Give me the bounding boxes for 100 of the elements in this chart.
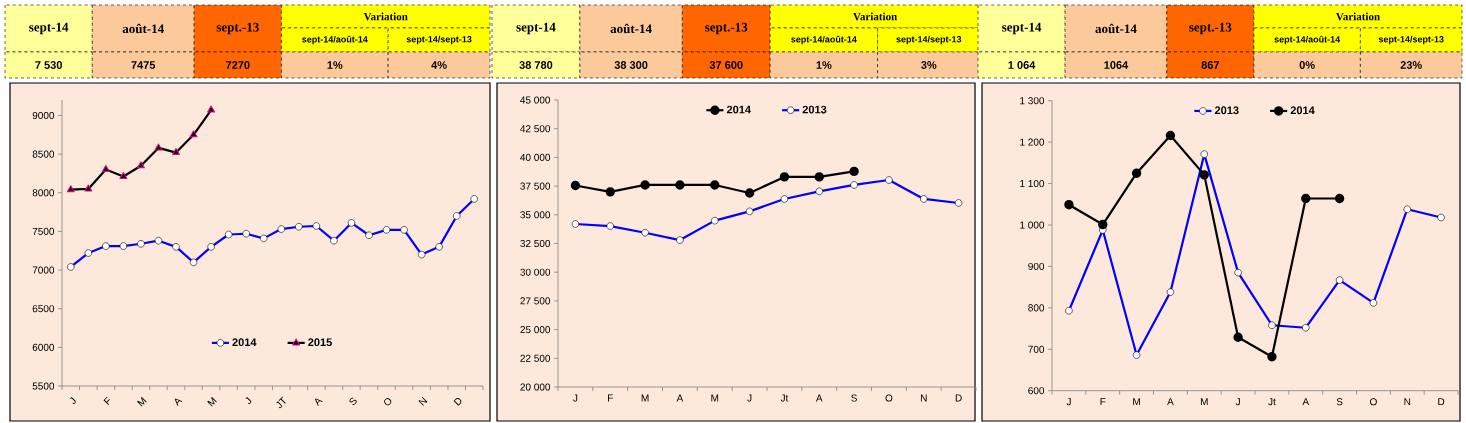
- text: 38 300: [614, 61, 648, 69]
- x-tick-label: Jt: [780, 394, 789, 402]
- point: [640, 180, 650, 190]
- text: août-14: [610, 23, 652, 34]
- text: sept.-13: [216, 22, 259, 35]
- y-tick-label: 45 000: [520, 96, 551, 104]
- text: 37 600: [709, 61, 743, 69]
- y-tick-label: 5500: [32, 382, 55, 390]
- text: sept-14/août-14: [1274, 35, 1341, 45]
- x-tick-label: A: [1302, 398, 1310, 406]
- text: 4%: [431, 61, 447, 69]
- y-tick-label: 7000: [32, 266, 55, 274]
- point: [207, 105, 216, 113]
- y-tick-label: 1 300: [1020, 97, 1045, 105]
- text: 867: [1201, 61, 1220, 69]
- legend-label: 2014: [1290, 106, 1315, 115]
- text: sept-14/août-14: [791, 35, 857, 45]
- y-tick-label: 35 000: [520, 211, 551, 219]
- x-tick-label: S: [1336, 398, 1343, 406]
- text: Variation: [853, 12, 898, 21]
- x-tick-label: S: [851, 394, 857, 402]
- y-tick-label: 800: [1028, 304, 1045, 312]
- point: [744, 188, 755, 198]
- point: [189, 130, 198, 138]
- text: 3%: [921, 61, 937, 69]
- point: [1165, 130, 1176, 141]
- y-tick-label: 37 500: [520, 182, 551, 190]
- text: août-14: [122, 23, 164, 34]
- point: [1199, 170, 1209, 180]
- x-tick-label: O: [885, 394, 893, 402]
- x-tick-label: A: [815, 394, 823, 402]
- legend-label: 2015: [308, 338, 332, 347]
- x-tick-label: J: [573, 394, 578, 402]
- y-tick-label: 8500: [32, 150, 55, 158]
- y-tick-label: 1 100: [1020, 180, 1045, 188]
- point: [101, 165, 110, 173]
- x-tick-label: A: [315, 398, 323, 406]
- x-tick-label: J: [1235, 398, 1240, 406]
- x-tick-label: A: [676, 394, 684, 402]
- x-tick-label: A: [174, 398, 183, 406]
- text: sept-14/août-14: [302, 35, 368, 45]
- text: Variation: [363, 12, 408, 21]
- point: [154, 143, 163, 151]
- y-tick-label: 1 200: [1020, 138, 1045, 146]
- y-tick-label: 42 500: [520, 125, 551, 133]
- point: [1098, 219, 1108, 230]
- text: sept-14/sept-13: [896, 35, 962, 45]
- x-tick-label: M: [711, 394, 719, 402]
- text: sept-14: [1002, 22, 1042, 35]
- x-tick-label: M: [641, 394, 649, 402]
- point: [119, 172, 128, 180]
- point: [1301, 193, 1311, 204]
- point: [1233, 332, 1243, 342]
- y-tick-label: 20 000: [520, 383, 551, 391]
- x-tick-label: D: [453, 398, 462, 406]
- point: [172, 148, 180, 156]
- x-tick-label: M: [137, 396, 147, 407]
- point: [849, 166, 859, 177]
- x-tick-label: O: [384, 398, 392, 406]
- y-tick-label: 32 500: [520, 239, 551, 248]
- legend-label: 2014: [232, 338, 257, 347]
- point: [66, 185, 75, 193]
- x-tick-label: Jt: [1268, 398, 1276, 406]
- legend-label: 2014: [726, 105, 751, 114]
- x-tick-label: A: [1167, 398, 1174, 406]
- text: 1%: [816, 61, 832, 69]
- point: [136, 161, 145, 169]
- x-tick-label: J: [245, 396, 252, 404]
- text: 23%: [1400, 61, 1422, 69]
- x-tick-label: N: [920, 394, 927, 402]
- y-tick-label: 8000: [32, 189, 55, 197]
- point: [814, 172, 824, 182]
- text: 1 064: [1008, 61, 1036, 69]
- point: [1267, 352, 1277, 362]
- text: sept-14/sept-13: [406, 35, 472, 45]
- text: 0%: [1299, 61, 1315, 69]
- text: 38 780: [519, 61, 553, 69]
- y-tick-label: 6000: [32, 343, 55, 351]
- y-tick-label: 9000: [32, 111, 55, 119]
- y-tick-label: 900: [1028, 262, 1045, 270]
- y-tick-label: 7500: [32, 227, 55, 235]
- y-tick-label: 25 000: [520, 326, 551, 334]
- x-tick-label: N: [1404, 398, 1411, 406]
- x-tick-label: F: [103, 396, 110, 406]
- y-tick-label: 22 500: [520, 354, 551, 362]
- x-tick-label: D: [955, 394, 962, 402]
- text: 7270: [226, 61, 250, 69]
- x-tick-label: F: [608, 394, 613, 402]
- point: [779, 172, 790, 182]
- y-tick-label: 27 500: [520, 297, 551, 305]
- text: 1064: [1104, 61, 1129, 69]
- point: [84, 184, 93, 192]
- text: Variation: [1335, 12, 1380, 21]
- y-tick-label: 6500: [32, 305, 55, 313]
- text: août-14: [1095, 23, 1137, 34]
- x-tick-label: M: [1200, 398, 1208, 406]
- text: sept-14: [29, 22, 69, 35]
- y-tick-label: 1 000: [1020, 221, 1045, 229]
- point: [1334, 193, 1345, 204]
- x-tick-label: D: [1438, 398, 1445, 406]
